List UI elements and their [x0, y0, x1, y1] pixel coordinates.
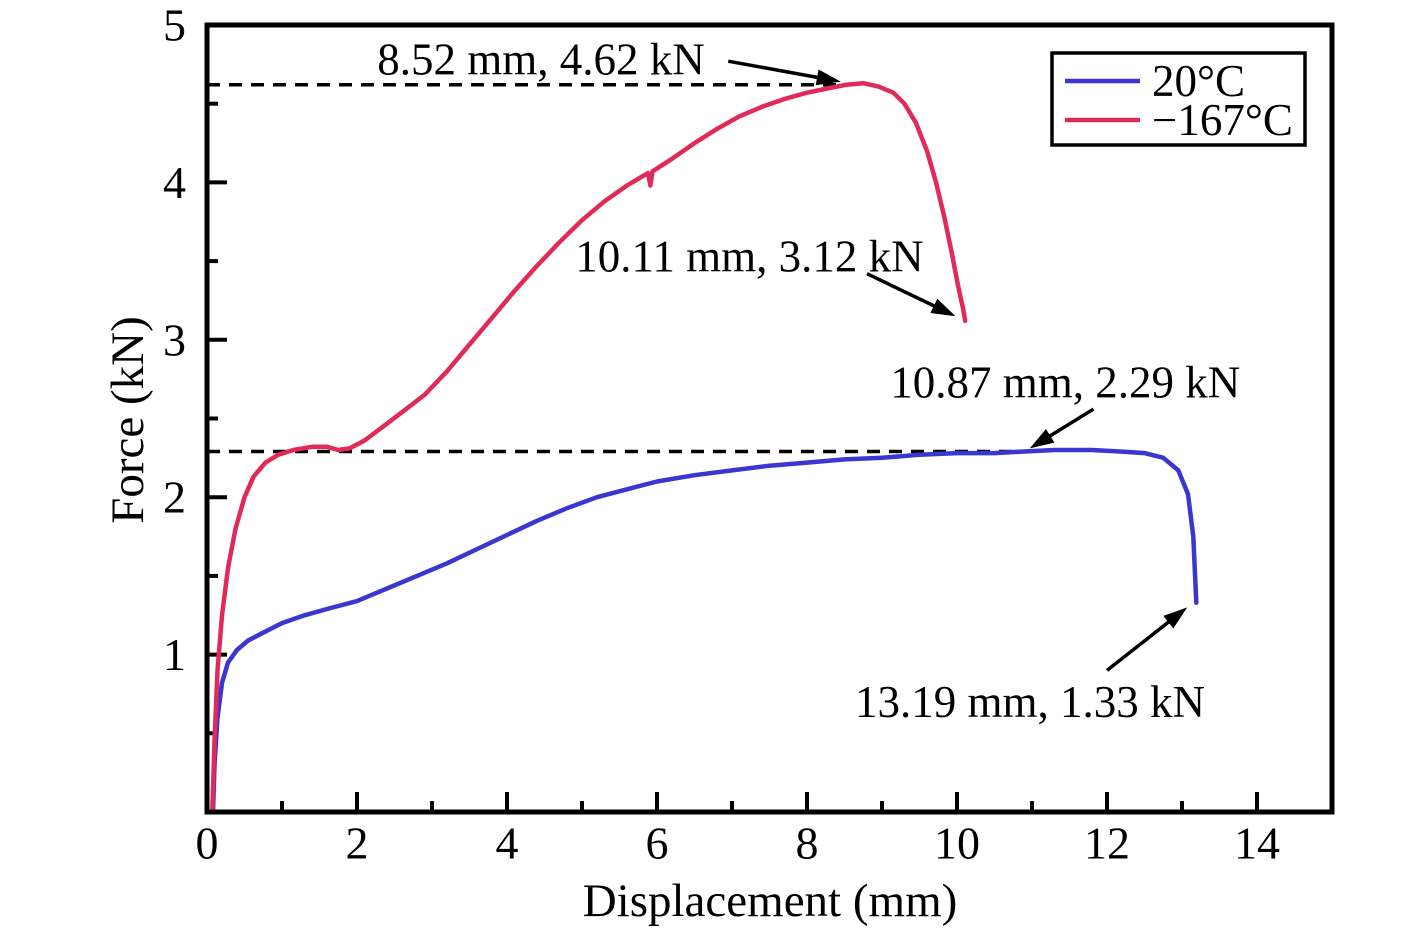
x-tick-label: 8: [796, 818, 819, 869]
y-tick-label: 2: [163, 472, 186, 523]
y-axis-label: Force (kN): [102, 316, 154, 524]
annotation-fracture-room: 13.19 mm, 1.33 kN: [855, 677, 1205, 727]
legend-label-20c: 20°C: [1152, 56, 1245, 106]
legend-box: [1050, 51, 1307, 147]
legend-label-minus167c: −167°C: [1152, 95, 1293, 145]
x-tick-label: 12: [1084, 818, 1130, 869]
x-axis-label: Displacement (mm): [583, 875, 958, 927]
y-tick-label: 4: [163, 157, 186, 208]
y-tick-label: 5: [163, 0, 186, 51]
x-tick-label: 10: [934, 818, 980, 869]
data-series-curves: [210, 80, 1199, 815]
annotation-peak-cold: 8.52 mm, 4.62 kN: [377, 35, 705, 85]
series-curve-0: [210, 447, 1199, 815]
plot-border: [204, 22, 1335, 815]
y-tick-label: 3: [163, 314, 186, 365]
x-tick-label: 14: [1234, 818, 1280, 869]
annotation-peak-room: 10.87 mm, 2.29 kN: [890, 357, 1240, 407]
annotation-arrows: [727, 59, 1188, 672]
annotation-fracture-cold: 10.11 mm, 3.12 kN: [575, 231, 923, 281]
series-curve-1: [210, 80, 968, 815]
x-tick-label: 6: [646, 818, 669, 869]
x-tick-label: 2: [346, 818, 369, 869]
x-tick-label: 0: [196, 818, 219, 869]
y-tick-label: 1: [163, 629, 186, 680]
legend: 20°C −167°C: [1050, 51, 1307, 147]
x-tick-label: 4: [496, 818, 519, 869]
dashed-reference-lines: [207, 83, 1029, 454]
